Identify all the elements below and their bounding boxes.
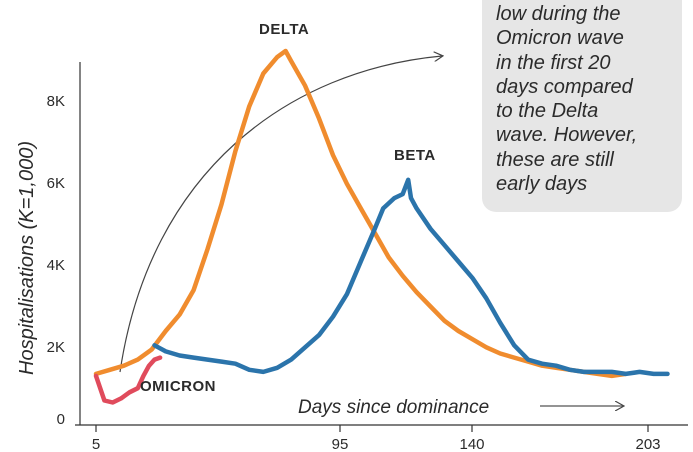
x-tick-label: 140 [459, 436, 484, 452]
annotation-arrow [119, 56, 442, 373]
x-axis-label: Days since dominance [298, 397, 489, 418]
series-line-beta [152, 177, 670, 377]
annotation-line: early days [496, 173, 588, 196]
annotation-line: wave. However, [496, 124, 638, 147]
series-label-beta: BETA [394, 147, 436, 164]
annotation-line: to the Delta [496, 100, 599, 123]
series-line-delta [93, 48, 628, 379]
y-tick-label: 2K [47, 339, 65, 356]
y-tick-label: 6K [47, 175, 65, 192]
annotation-line: these are still [496, 148, 614, 171]
y-axis-label: Hospitalisations (K=1,000) [16, 141, 38, 375]
y-tick-label: 4K [47, 257, 65, 274]
series-label-delta: DELTA [259, 21, 309, 38]
annotation-line: Omicron wave [496, 27, 624, 50]
series-label-omicron: OMICRON [140, 378, 216, 395]
annotation-line: in the first 20 [496, 51, 611, 74]
x-tick-label: 5 [92, 436, 100, 452]
series-layer [93, 48, 670, 405]
y-tick-label: 8K [47, 93, 65, 110]
annotation-line: low during the [496, 3, 621, 25]
annotation-box: low during the Omicron wave in the first… [482, 0, 682, 212]
annotation-line: days compared [496, 75, 633, 98]
y-tick-label: 0 [57, 411, 65, 428]
x-tick-label: 203 [635, 436, 660, 452]
series-line-omicron [93, 355, 163, 405]
x-tick-label: 95 [332, 436, 349, 452]
